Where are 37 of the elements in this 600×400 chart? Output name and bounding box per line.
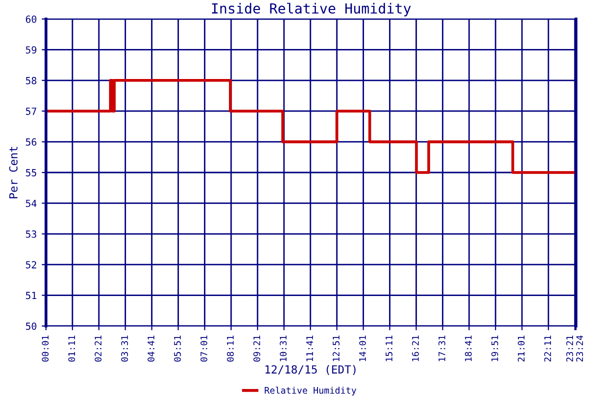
x-tick-label: 04:41 — [148, 336, 154, 362]
x-tick-label: 17:31 — [438, 336, 446, 362]
x-tick-label: 21:01 — [518, 336, 525, 362]
x-tick-label: 00:01 — [42, 336, 49, 362]
x-tick-label: 23:24 — [576, 335, 584, 362]
x-tick-label: 19:51 — [491, 336, 498, 362]
x-tick-label: 07:01 — [200, 336, 208, 362]
x-tick-label: 11:41 — [306, 336, 313, 362]
x-tick-label: 15:11 — [386, 336, 392, 362]
y-tick-label: 54 — [26, 200, 37, 208]
y-tick-label: 57 — [26, 108, 36, 115]
chart-title: Inside Relative Humidity — [212, 2, 411, 16]
y-tick-label: 51 — [26, 292, 36, 300]
x-tick-label: 05:51 — [174, 336, 181, 362]
x-tick-label: 23:21 — [566, 336, 574, 362]
x-tick-label: 10:31 — [280, 336, 287, 362]
x-tick-label: 09:21 — [253, 336, 260, 362]
y-tick-label: 50 — [26, 322, 36, 330]
legend-label: Relative Humidity — [264, 386, 356, 396]
y-tick-label: 56 — [26, 138, 36, 146]
y-tick-label: 53 — [26, 230, 36, 238]
x-tick-label: 08:11 — [226, 336, 234, 362]
x-tick-label: 22:11 — [544, 336, 551, 362]
x-tick-label: 02:21 — [94, 336, 102, 362]
y-axis-title: Per Cent — [9, 146, 18, 198]
x-tick-label: 12:51 — [332, 336, 340, 362]
x-axis-title: 12/18/15 (EDT) — [266, 365, 356, 375]
y-tick-label: 60 — [26, 16, 36, 23]
x-tick-label: 18:41 — [464, 336, 472, 362]
x-tick-label: 03:31 — [121, 336, 128, 362]
x-tick-label: 16:21 — [412, 336, 419, 362]
y-tick-label: 58 — [26, 76, 36, 84]
x-tick-label: 14:01 — [359, 336, 366, 362]
y-tick-label: 52 — [26, 261, 36, 268]
y-tick-label: 59 — [26, 46, 36, 54]
x-tick-label: 01:11 — [68, 336, 76, 362]
y-tick-label: 55 — [26, 169, 36, 176]
